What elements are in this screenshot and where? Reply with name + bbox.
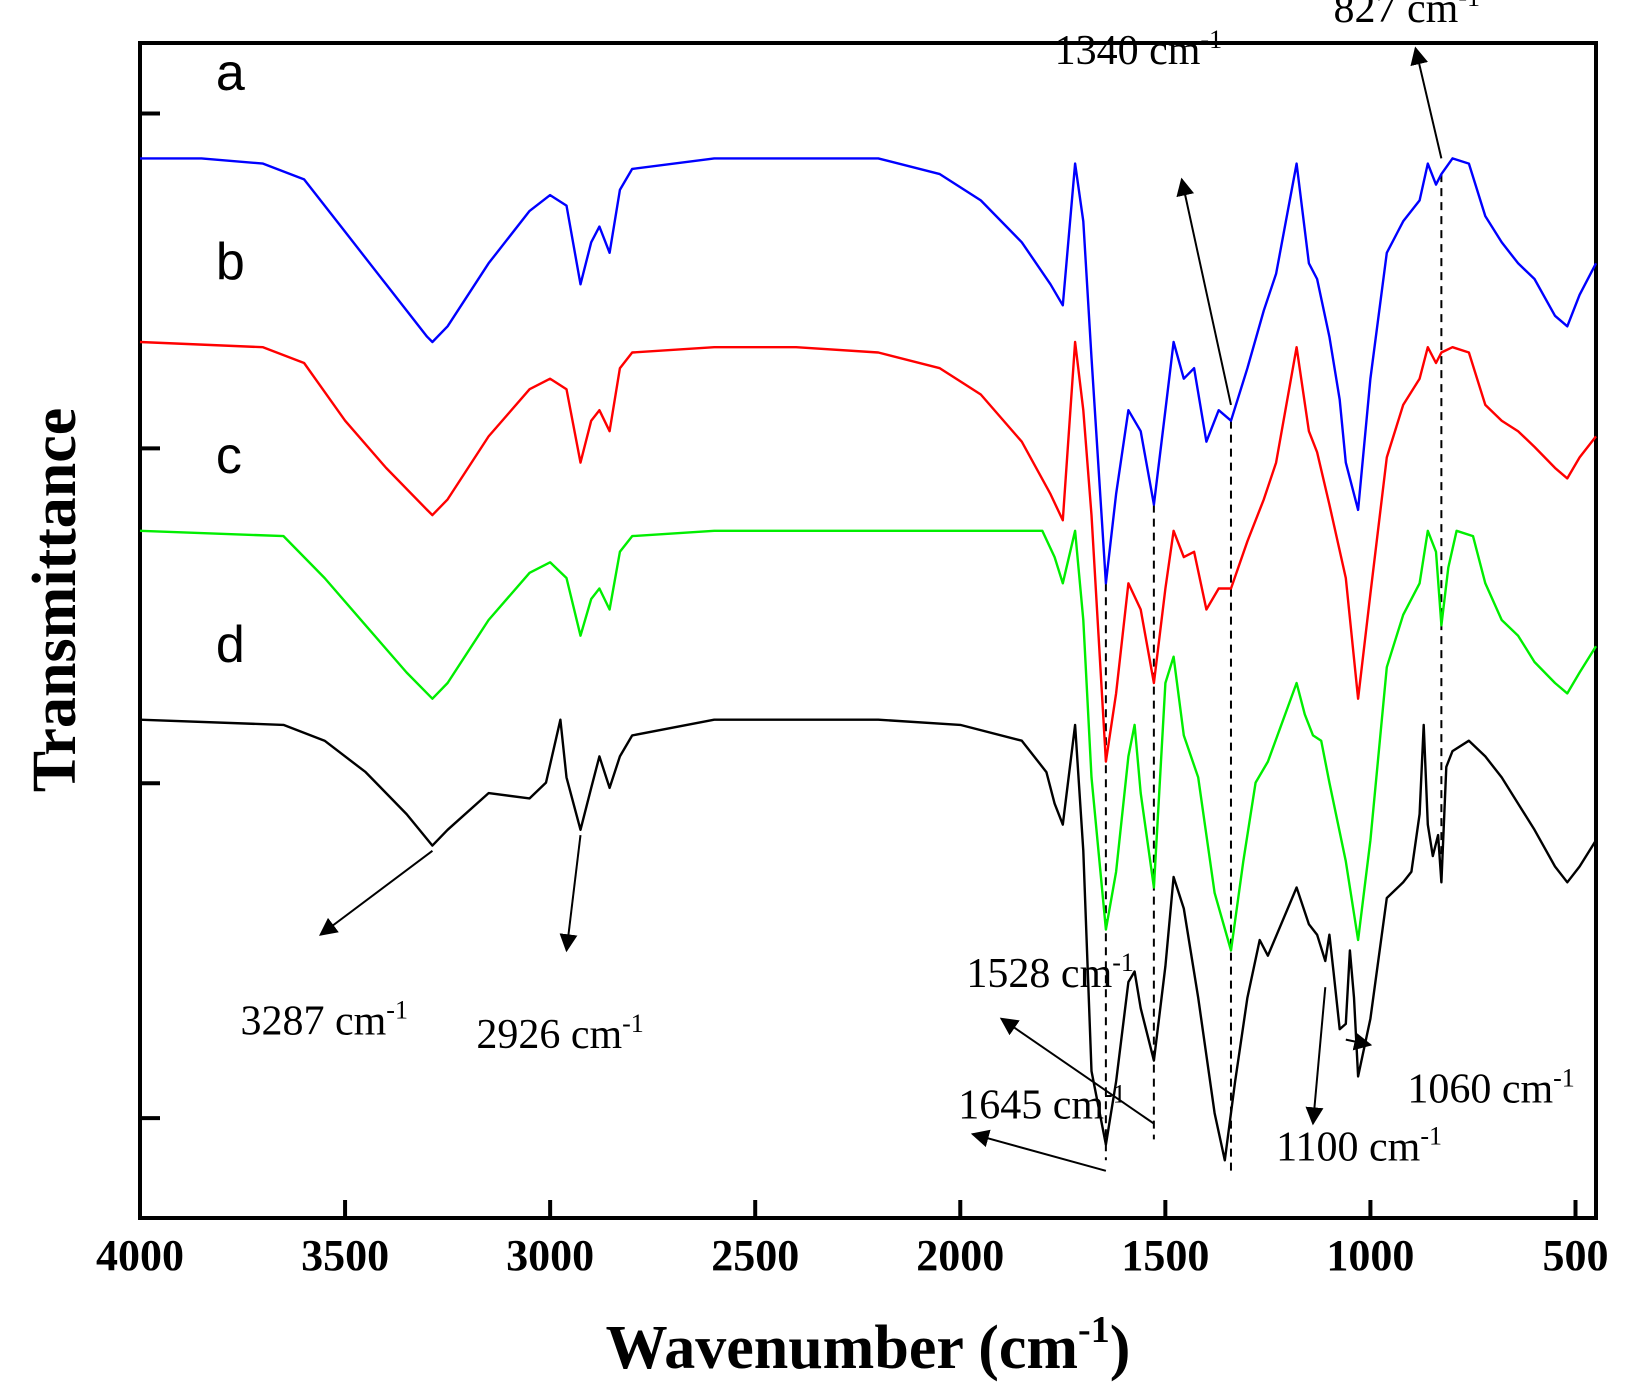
- annotation-sup: -1: [1200, 25, 1222, 54]
- series-label-b: b: [216, 233, 245, 291]
- annotation-arrow: [319, 850, 434, 936]
- series-line-a: [140, 157, 1598, 585]
- x-tick-label: 1500: [1121, 1231, 1209, 1280]
- annotation-text: 1100 cm: [1276, 1124, 1421, 1170]
- annotation-sup: -1: [1112, 948, 1134, 977]
- annotation-text: 827 cm: [1334, 0, 1459, 32]
- annotation-text: 1645 cm: [958, 1082, 1104, 1128]
- annotation-sup: -1: [1104, 1079, 1126, 1108]
- x-tick-label: 2500: [711, 1231, 799, 1280]
- series-labels: a b c d: [216, 44, 245, 674]
- annotation-arrow: [1305, 987, 1327, 1126]
- x-tick-label: 4000: [96, 1231, 184, 1280]
- annotation-arrow: [970, 1129, 1107, 1172]
- annotation-sup: -1: [386, 995, 408, 1024]
- annotation-text: 1340 cm: [1055, 28, 1201, 74]
- annotation-arrow: [1345, 1032, 1373, 1051]
- annotation-sup: -1: [1458, 0, 1480, 12]
- y-axis-title: Transmittance: [21, 408, 89, 793]
- annotation-label: 1060 cm-1: [1407, 1064, 1574, 1113]
- x-axis-title-unit-sup: -1: [1078, 1309, 1110, 1351]
- series-label-d: d: [216, 616, 245, 674]
- annotation-label: 1528 cm-1: [966, 948, 1133, 997]
- x-axis-title-main: Wavenumber: [606, 1314, 964, 1382]
- x-tick-label: 2000: [916, 1231, 1004, 1280]
- annotation-label: 1645 cm-1: [958, 1079, 1125, 1128]
- annotation-text: 2926 cm: [476, 1012, 622, 1058]
- annotation-arrow: [559, 834, 582, 953]
- annotation-sup: -1: [622, 1009, 644, 1038]
- series-line-d: [139, 718, 1598, 1162]
- series-group: [139, 157, 1598, 1162]
- dashed-guides: [1104, 174, 1443, 1171]
- x-tick-label: 500: [1542, 1231, 1608, 1280]
- annotation-sup: -1: [1420, 1121, 1442, 1150]
- x-tick-label: 3500: [301, 1231, 389, 1280]
- series-label-c: c: [216, 427, 242, 485]
- series-label-a: a: [216, 44, 245, 102]
- annotation-arrow: [1410, 46, 1443, 159]
- annotation-sup: -1: [1553, 1064, 1575, 1093]
- annotation-text: 1060 cm: [1407, 1067, 1553, 1113]
- series-line-b: [139, 340, 1597, 763]
- series-line-c: [139, 529, 1598, 952]
- x-axis-title: Wavenumber (cm-1): [606, 1309, 1131, 1382]
- annotation-text: 1528 cm: [966, 951, 1112, 997]
- annotation-label: 3287 cm-1: [240, 995, 407, 1044]
- x-tick-label: 3000: [506, 1231, 594, 1280]
- annotation-label: 827 cm-1: [1334, 0, 1480, 32]
- annotation-arrow: [999, 1017, 1155, 1125]
- annotation-arrow: [1176, 177, 1232, 406]
- annotation-label: 2926 cm-1: [476, 1009, 643, 1058]
- x-tick-label: 1000: [1326, 1231, 1414, 1280]
- plot-frame: [138, 41, 1598, 1220]
- y-axis-ticks: [140, 111, 160, 1121]
- x-axis-title-unit: (cm: [978, 1314, 1078, 1382]
- annotation-label: 1100 cm-1: [1276, 1121, 1442, 1170]
- x-axis-ticks: 4000 3500 3000 2500 2000 1500 1000 500: [96, 1200, 1608, 1280]
- annotation-text: 3287 cm: [240, 998, 386, 1044]
- annotation-label: 1340 cm-1: [1055, 25, 1222, 74]
- x-axis-title-unit-close: ): [1110, 1314, 1131, 1382]
